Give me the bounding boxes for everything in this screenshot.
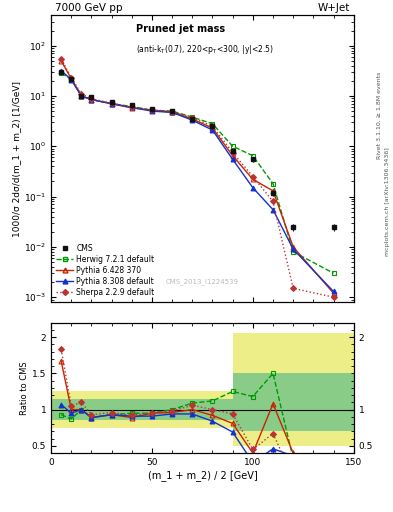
Text: mcplots.cern.ch [arXiv:1306.3436]: mcplots.cern.ch [arXiv:1306.3436] <box>385 147 389 256</box>
Bar <box>273 373 313 431</box>
Bar <box>112 399 172 420</box>
Bar <box>112 392 172 428</box>
Text: 7000 GeV pp: 7000 GeV pp <box>55 3 123 13</box>
Legend: CMS, Herwig 7.2.1 default, Pythia 6.428 370, Pythia 8.308 default, Sherpa 2.2.9 : CMS, Herwig 7.2.1 default, Pythia 6.428 … <box>55 243 156 298</box>
Text: (anti-k$_\mathregular{T}$(0.7), 220<p$_\mathregular{T}$<300, |y|<2.5): (anti-k$_\mathregular{T}$(0.7), 220<p$_\… <box>136 42 274 56</box>
Bar <box>313 373 354 431</box>
Y-axis label: 1000/σ 2dσ/d(m_1 + m_2) [1/GeV]: 1000/σ 2dσ/d(m_1 + m_2) [1/GeV] <box>12 81 21 237</box>
Text: Pruned jet mass: Pruned jet mass <box>136 24 225 34</box>
Text: CMS_2013_I1224539: CMS_2013_I1224539 <box>166 278 239 285</box>
Y-axis label: Ratio to CMS: Ratio to CMS <box>20 361 29 415</box>
Bar <box>172 392 233 428</box>
Text: W+Jet: W+Jet <box>318 3 350 13</box>
Bar <box>273 333 313 446</box>
Bar <box>233 373 273 431</box>
X-axis label: (m_1 + m_2) / 2 [GeV]: (m_1 + m_2) / 2 [GeV] <box>147 470 257 481</box>
Bar <box>172 399 233 420</box>
Bar <box>51 399 112 420</box>
Bar <box>233 333 273 446</box>
Text: Rivet 3.1.10, ≥ 1.8M events: Rivet 3.1.10, ≥ 1.8M events <box>377 72 382 159</box>
Bar <box>313 333 354 446</box>
Bar <box>51 392 112 428</box>
